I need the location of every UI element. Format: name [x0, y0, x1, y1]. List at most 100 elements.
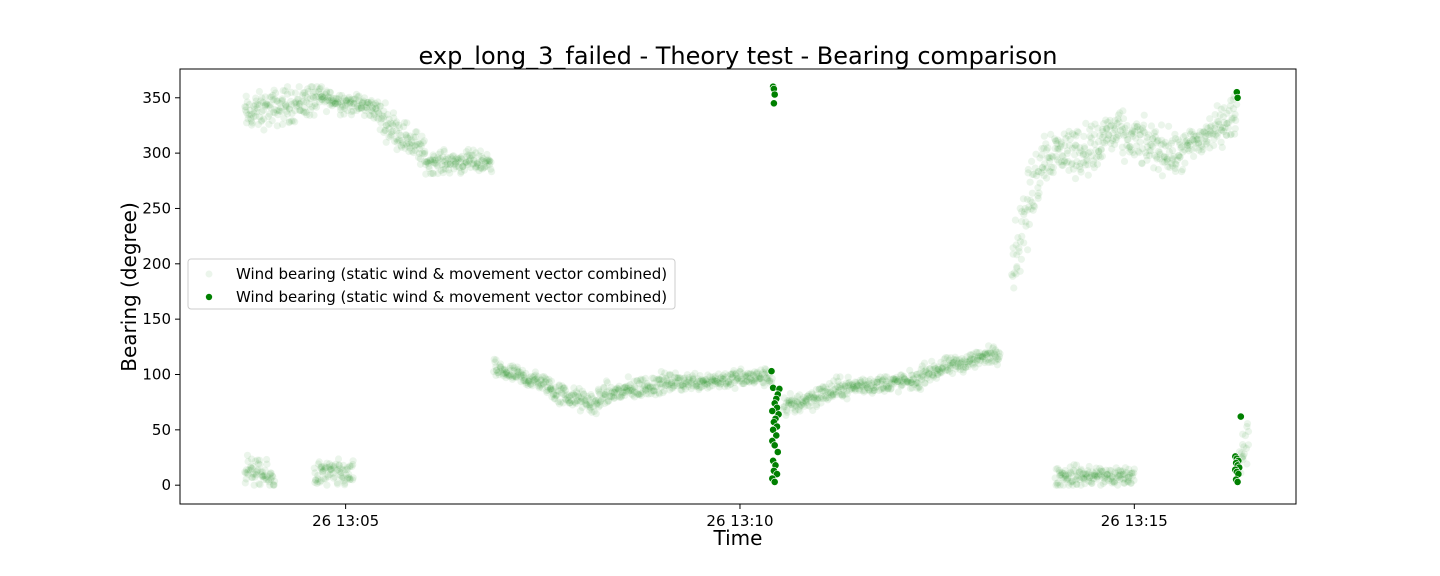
faint-point [507, 362, 515, 370]
faint-point [592, 397, 600, 405]
faint-point [966, 357, 974, 365]
faint-point [903, 377, 911, 386]
faint-point [1147, 147, 1155, 155]
faint-point [890, 380, 898, 388]
faint-point [365, 111, 373, 119]
faint-point [1114, 130, 1122, 138]
faint-point [317, 477, 325, 485]
faint-point [675, 376, 683, 384]
faint-point [610, 394, 618, 402]
faint-point [716, 380, 724, 388]
faint-point [859, 375, 867, 383]
faint-point [1016, 238, 1024, 246]
faint-point [406, 144, 414, 152]
faint-point [849, 380, 857, 388]
faint-point [454, 156, 462, 164]
faint-point [310, 94, 318, 102]
faint-point [671, 378, 679, 386]
faint-point [822, 394, 830, 402]
faint-point [830, 386, 838, 394]
faint-point [307, 106, 315, 114]
faint-point [467, 154, 475, 162]
faint-point [465, 157, 473, 165]
faint-point [660, 387, 668, 395]
legend-marker-faint [205, 270, 213, 278]
faint-point [267, 104, 275, 112]
faint-point [418, 132, 426, 140]
faint-point [246, 106, 254, 114]
faint-point [1080, 132, 1088, 140]
faint-point [515, 368, 523, 376]
faint-point [558, 389, 566, 397]
faint-point [1096, 132, 1104, 140]
faint-point [1092, 471, 1100, 479]
faint-point [302, 108, 310, 116]
faint-point [709, 373, 717, 381]
faint-point [346, 96, 355, 104]
faint-point [449, 152, 458, 160]
faint-point [940, 359, 948, 368]
faint-point [624, 388, 633, 396]
faint-point [865, 377, 873, 385]
faint-point [321, 465, 329, 473]
faint-point [520, 374, 529, 382]
faint-point [657, 368, 665, 376]
faint-point [360, 94, 369, 102]
faint-point [438, 161, 446, 169]
faint-point [650, 387, 658, 395]
faint-point [1056, 481, 1064, 489]
faint-point [1124, 473, 1132, 481]
faint-point [858, 381, 866, 389]
faint-point [843, 387, 851, 395]
faint-point [323, 459, 331, 467]
faint-point [264, 476, 272, 484]
faint-point [1133, 123, 1141, 131]
faint-point [667, 371, 675, 379]
faint-point [1053, 140, 1061, 148]
faint-point [425, 157, 433, 165]
faint-point [338, 101, 346, 109]
faint-point [839, 381, 847, 389]
faint-point [247, 463, 255, 471]
faint-point [577, 395, 586, 403]
faint-point [1103, 471, 1111, 479]
faint-point [1154, 165, 1162, 174]
faint-point [446, 169, 454, 177]
x-tick-label: 26 13:05 [312, 512, 379, 530]
faint-point [421, 160, 430, 169]
faint-point [565, 399, 573, 407]
faint-point [1114, 471, 1122, 479]
faint-point [821, 387, 829, 396]
faint-point [312, 93, 320, 101]
solid-point [770, 99, 778, 108]
faint-point [382, 138, 390, 146]
faint-point [1194, 140, 1203, 148]
faint-point [858, 383, 867, 391]
faint-point [1190, 152, 1198, 160]
solid-point [768, 407, 777, 415]
faint-point [1198, 143, 1206, 151]
faint-point [736, 367, 744, 376]
faint-point [1183, 141, 1191, 149]
faint-point [915, 383, 923, 391]
faint-point [1154, 136, 1162, 144]
faint-point [479, 165, 487, 173]
faint-point [1016, 204, 1024, 212]
faint-point [497, 360, 505, 368]
faint-point [1085, 477, 1093, 485]
faint-point [1047, 168, 1055, 176]
faint-point [439, 169, 447, 177]
faint-point [344, 473, 353, 482]
faint-point [241, 103, 249, 111]
faint-point [749, 372, 758, 380]
faint-point [857, 378, 865, 386]
faint-point [727, 380, 735, 388]
faint-point [587, 399, 595, 407]
faint-point [698, 383, 706, 391]
faint-point [421, 149, 429, 157]
faint-point [334, 95, 342, 103]
faint-point [1197, 148, 1206, 156]
faint-point [1059, 161, 1067, 170]
faint-point [1097, 466, 1105, 474]
faint-point [1109, 137, 1117, 145]
